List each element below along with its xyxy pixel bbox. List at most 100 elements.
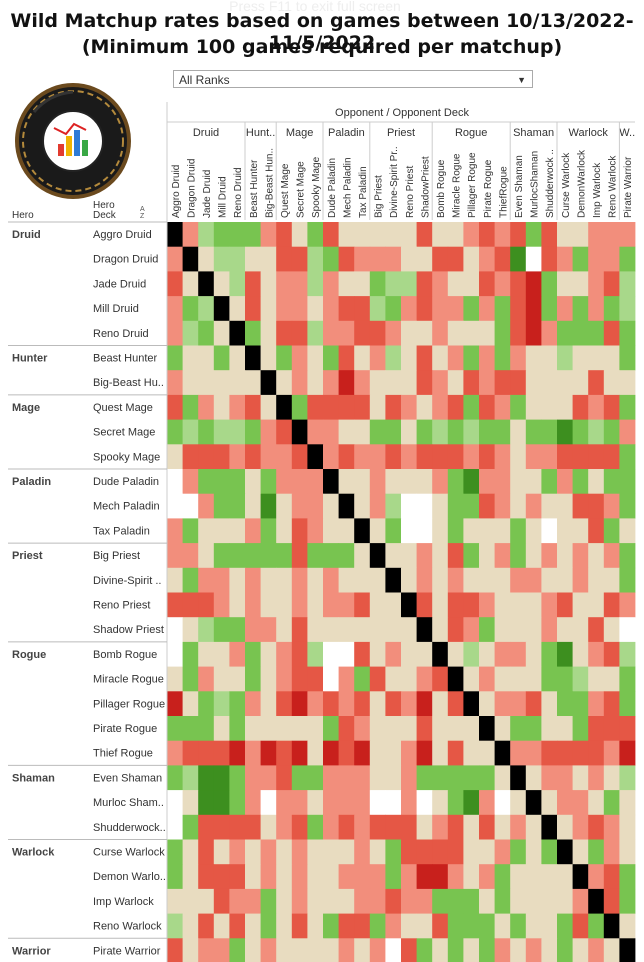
heatmap-cell — [167, 691, 183, 717]
heatmap-cell — [369, 641, 386, 667]
heatmap-cell — [525, 666, 542, 692]
heatmap-cell — [369, 716, 386, 742]
heatmap-cell — [245, 691, 261, 717]
heatmap-cell — [557, 394, 573, 420]
heatmap-cell — [167, 839, 183, 865]
heatmap-cell — [307, 493, 324, 519]
heatmap-cell — [401, 938, 417, 962]
heatmap-cell — [463, 370, 480, 396]
heatmap-cell — [276, 888, 293, 914]
heatmap-cell — [572, 790, 589, 816]
heatmap-cell — [323, 345, 339, 371]
row-deck-label: Mill Druid — [93, 303, 139, 315]
heatmap-cell — [291, 617, 308, 643]
heatmap-cell — [291, 370, 308, 396]
heatmap-cell — [557, 543, 573, 569]
heatmap-cell — [354, 469, 371, 495]
heatmap-cell — [369, 790, 386, 816]
heatmap-cell — [213, 567, 230, 593]
heatmap-cell — [432, 691, 449, 717]
heatmap-cell — [479, 938, 495, 962]
heatmap-cell — [198, 567, 215, 593]
heatmap-cell — [245, 246, 261, 272]
heatmap-cell — [260, 839, 277, 865]
heatmap-cell — [541, 864, 558, 890]
heatmap-cell — [416, 814, 433, 840]
heatmap-cell — [338, 567, 355, 593]
row-deck-label: Jade Druid — [93, 278, 146, 290]
heatmap-cell — [385, 345, 402, 371]
heatmap-cell — [354, 641, 371, 667]
heatmap-cell — [494, 691, 511, 717]
heatmap-cell — [276, 518, 293, 544]
heatmap-cell — [338, 394, 355, 420]
heatmap-cell — [385, 765, 402, 791]
heatmap-cell — [572, 370, 589, 396]
heatmap-cell — [385, 839, 402, 865]
heatmap-cell — [588, 444, 605, 470]
heatmap-cell — [572, 888, 589, 914]
heatmap-cell — [323, 765, 339, 791]
heatmap-cell — [167, 419, 183, 445]
column-deck-label: ShadowPriest — [420, 156, 431, 218]
heatmap-cell — [229, 814, 246, 840]
heatmap-cell — [603, 814, 620, 840]
heatmap-cell — [229, 567, 246, 593]
heatmap-cell — [416, 913, 433, 939]
heatmap-cell — [619, 469, 636, 495]
heatmap-cell — [369, 864, 386, 890]
heatmap-cell — [260, 493, 277, 519]
heatmap-cell — [260, 790, 277, 816]
heatmap-cell — [416, 271, 433, 297]
heatmap-cell — [245, 271, 261, 297]
heatmap-cell — [572, 938, 589, 962]
heatmap-cell — [260, 888, 277, 914]
heatmap-cell — [603, 913, 620, 939]
heatmap-cell — [167, 246, 183, 272]
heatmap-cell — [307, 444, 324, 470]
heatmap-cell — [291, 716, 308, 742]
heatmap-cell — [260, 913, 277, 939]
heatmap-cell — [354, 271, 371, 297]
heatmap-cell — [447, 666, 464, 692]
heatmap-cell — [167, 592, 183, 618]
heatmap-cell — [479, 345, 495, 371]
heatmap-cell — [338, 419, 355, 445]
heatmap-cell — [167, 320, 183, 346]
heatmap-cell — [245, 469, 261, 495]
column-deck-label: DemonWarlock — [576, 149, 587, 218]
heatmap-cell — [447, 543, 464, 569]
sort-indicator-z: Z — [140, 213, 145, 220]
heatmap-cell — [182, 394, 199, 420]
heatmap-cell — [603, 222, 620, 248]
heatmap-cell — [479, 691, 495, 717]
heatmap-cell — [463, 345, 480, 371]
heatmap-cell — [291, 740, 308, 766]
column-deck-label: Bomb Rogue — [436, 159, 447, 218]
heatmap-cell — [338, 716, 355, 742]
heatmap-cell — [307, 246, 324, 272]
heatmap-cell — [447, 814, 464, 840]
heatmap-cell — [541, 444, 558, 470]
heatmap-cell — [167, 394, 183, 420]
heatmap-cell — [588, 518, 605, 544]
heatmap-cell — [385, 320, 402, 346]
heatmap-cell — [198, 493, 215, 519]
heatmap-cell — [447, 296, 464, 322]
heatmap-cell — [588, 814, 605, 840]
heatmap-cell — [229, 246, 246, 272]
heatmap-cell — [385, 493, 402, 519]
row-header-deck-line2: Deck — [93, 210, 117, 221]
heatmap-cell — [588, 271, 605, 297]
row-deck-label: Even Shaman — [93, 772, 162, 784]
heatmap-cell — [494, 518, 511, 544]
rank-filter-dropdown[interactable]: All Ranks ▼ — [173, 70, 533, 88]
heatmap-cell — [541, 271, 558, 297]
heatmap-cell — [494, 617, 511, 643]
column-deck-label: Curse Warlock — [561, 152, 572, 218]
heatmap-cell — [198, 839, 215, 865]
heatmap-cell — [463, 493, 480, 519]
heatmap-cell — [323, 691, 339, 717]
heatmap-cell — [572, 666, 589, 692]
heatmap-cell — [354, 864, 371, 890]
